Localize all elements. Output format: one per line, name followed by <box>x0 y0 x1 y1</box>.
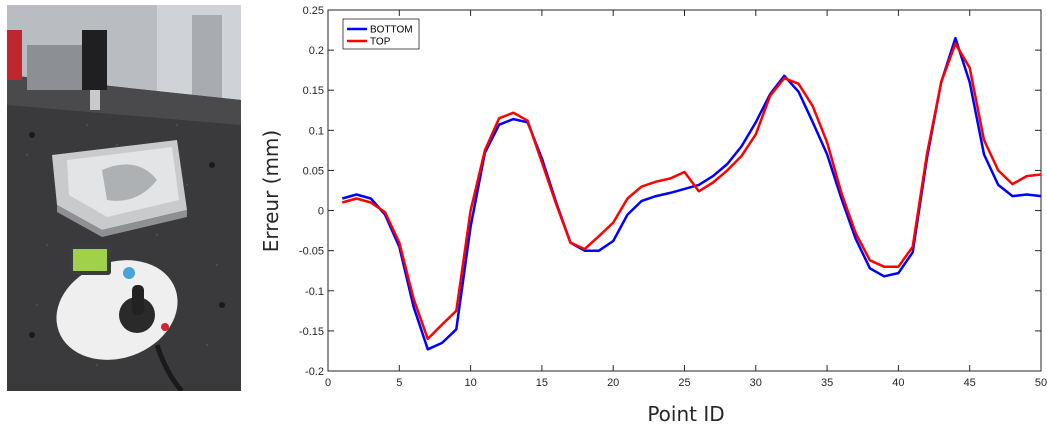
legend-label-top: TOP <box>370 37 391 48</box>
y-axis-ticks: -0.2 -0.15 -0.1 -0.05 0 0.05 0.1 0.15 0.2 0.25 <box>299 5 1041 378</box>
x-tick-label: 15 <box>536 377 548 389</box>
x-tick-label: 10 <box>464 377 476 389</box>
x-tick-label: 5 <box>396 377 402 389</box>
y-tick-label: 0.2 <box>309 45 324 57</box>
cmm-machine-photo <box>7 5 241 393</box>
y-tick-label: 0.05 <box>303 165 324 177</box>
x-axis-label: Point ID <box>647 402 724 426</box>
legend-label-bottom: BOTTOM <box>370 25 413 36</box>
y-tick-label: -0.15 <box>299 326 324 338</box>
y-tick-label: -0.05 <box>299 246 324 258</box>
series-line-top <box>341 42 1042 341</box>
x-tick-label: 40 <box>892 377 904 389</box>
x-tick-label: 25 <box>678 377 690 389</box>
x-tick-label: 0 <box>325 377 331 389</box>
x-tick-label: 45 <box>964 377 976 389</box>
legend-box <box>342 18 420 50</box>
y-tick-label: 0 <box>318 206 324 218</box>
line-chart: -0.2 -0.15 -0.1 -0.05 0 0.05 0.1 0.15 0.2 0.25 0 5… <box>259 5 1047 426</box>
legend: BOTTOM TOP <box>342 18 420 50</box>
y-tick-label: -0.1 <box>305 286 324 298</box>
x-tick-label: 20 <box>607 377 619 389</box>
plot-area <box>327 9 1042 372</box>
y-tick-label: 0.1 <box>309 125 324 137</box>
y-tick-label: 0.25 <box>303 5 324 17</box>
x-tick-label: 30 <box>750 377 762 389</box>
y-tick-label: 0.15 <box>303 85 324 97</box>
y-axis-label: Erreur (mm) <box>259 130 283 252</box>
x-tick-label: 35 <box>821 377 833 389</box>
series-layer <box>341 36 1042 351</box>
x-axis-ticks: 0 5 10 15 20 25 30 35 40 45 50 <box>325 10 1047 389</box>
y-tick-label: -0.2 <box>305 366 324 378</box>
photo-illustration <box>7 5 241 393</box>
x-tick-label: 50 <box>1035 377 1047 389</box>
